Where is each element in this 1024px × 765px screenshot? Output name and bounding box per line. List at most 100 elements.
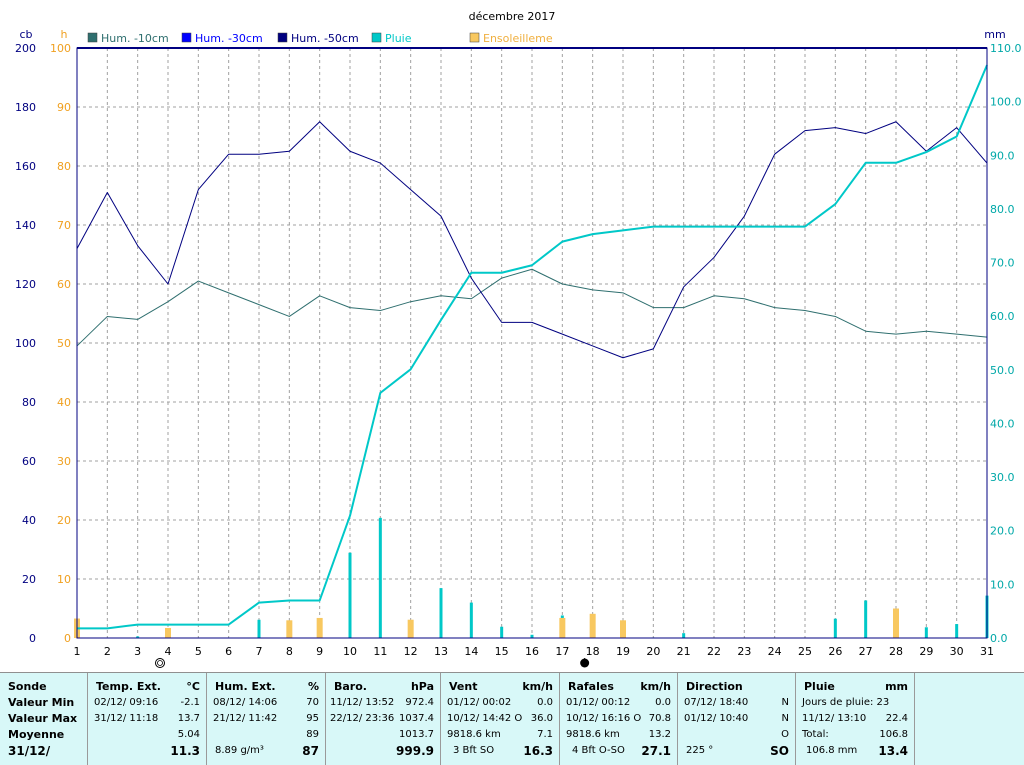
tick-label-cb: 60 (22, 455, 36, 468)
col-empty (914, 673, 1024, 765)
tick-label-x: 12 (404, 645, 418, 658)
rain-bar (864, 600, 868, 638)
temp-max-date: 31/12/ 11:18 (94, 713, 159, 724)
legend-swatch (87, 32, 98, 43)
vent-current-value: 16.3 (523, 744, 553, 758)
sunshine-bar (316, 617, 323, 638)
tick-label-mm: 40.0 (990, 417, 1015, 430)
tick-label-cb: 20 (22, 573, 36, 586)
tick-label-x: 1 (74, 645, 81, 658)
hum-header: Hum. Ext. (215, 680, 276, 693)
rain-bar (439, 588, 443, 638)
col-vent: Vent km/h 01/12/ 00:02 0.0 10/12/ 14:42 O 3… (440, 673, 559, 765)
tick-label-x: 7 (256, 645, 263, 658)
tick-label-mm: 0.0 (990, 632, 1008, 645)
rain-bar (924, 627, 928, 638)
legend-label: Pluie (385, 32, 412, 45)
rain-bar (348, 552, 352, 638)
rafales-beaufort: 4 Bft O-SO (572, 745, 625, 756)
tick-label-h: 90 (57, 101, 71, 114)
hum-unit: % (307, 680, 319, 693)
left-unit-h: h (61, 28, 68, 41)
direction-header: Direction (686, 680, 743, 693)
tick-label-mm: 10.0 (990, 578, 1015, 591)
tick-label-mm: 80.0 (990, 203, 1015, 216)
sunshine-bar (620, 620, 626, 638)
rafales-header: Rafales (568, 680, 614, 693)
pluie-max-date: 11/12/ 13:10 (802, 713, 867, 724)
legend-label: Hum. -50cm (291, 32, 359, 45)
pluie-total-value: 106.8 (879, 729, 908, 740)
first-quarter-moon-inner (157, 660, 163, 666)
tick-label-x: 6 (225, 645, 232, 658)
tick-label-x: 16 (525, 645, 539, 658)
tick-label-x: 17 (555, 645, 569, 658)
hum-avg-value: 89 (306, 729, 319, 740)
tick-label-cb: 180 (15, 101, 36, 114)
pluie-current-value: 13.4 (878, 744, 908, 758)
baro-avg-value: 1013.7 (399, 729, 434, 740)
tick-label-h: 50 (57, 337, 71, 350)
temp-min-value: -2.1 (180, 697, 200, 708)
legend-label: Ensoleilleme (483, 32, 553, 45)
rafales-max-value: 70.8 (648, 713, 671, 724)
temp-min-date: 02/12/ 09:16 (94, 697, 159, 708)
rafales-min-value: 0.0 (655, 697, 671, 708)
sunshine-bar (165, 627, 171, 638)
direction-min-value: N (781, 697, 789, 708)
axes: 0204060801001201401601802000102030405060… (15, 42, 1022, 668)
tick-label-cb: 0 (29, 632, 36, 645)
tick-label-x: 27 (859, 645, 873, 658)
tick-label-h: 60 (57, 278, 71, 291)
direction-max-value: N (781, 713, 789, 724)
temp-max-value: 13.7 (177, 713, 200, 724)
sunshine-bar (407, 619, 414, 638)
line-pluie-cumul (77, 64, 988, 630)
tick-label-x: 10 (343, 645, 357, 658)
vent-min-value: 0.0 (537, 697, 553, 708)
pluie-month-total: 106.8 mm (806, 745, 858, 756)
vent-header: Vent (449, 680, 478, 693)
baro-header: Baro. (334, 680, 367, 693)
hum-max-date: 21/12/ 11:42 (213, 713, 278, 724)
tick-label-mm: 30.0 (990, 471, 1015, 484)
tick-label-x: 8 (286, 645, 293, 658)
rain-bar (955, 624, 959, 638)
tick-label-mm: 110.0 (990, 42, 1022, 55)
right-unit-mm: mm (984, 28, 1005, 41)
tick-label-cb: 160 (15, 160, 36, 173)
tick-label-x: 23 (737, 645, 751, 658)
hum-max-value: 95 (306, 713, 319, 724)
tick-label-h: 100 (50, 42, 71, 55)
tick-label-x: 24 (768, 645, 782, 658)
col-direction: Direction 07/12/ 18:40 N 01/12/ 10:40 N O … (677, 673, 795, 765)
tick-label-h: 10 (57, 573, 71, 586)
tick-label-mm: 20.0 (990, 525, 1015, 538)
hum-min-value: 70 (306, 697, 319, 708)
rafales-unit: km/h (640, 680, 671, 693)
left-unit-cb: cb (19, 28, 32, 41)
col-rafales: Rafales km/h 01/12/ 00:12 0.0 10/12/ 16:16… (559, 673, 677, 765)
temp-unit: °C (186, 680, 200, 693)
legend-swatch (277, 32, 288, 43)
rafales-distance: 9818.6 km (566, 729, 620, 740)
direction-avg-value: O (781, 729, 789, 740)
direction-current-value: SO (770, 744, 789, 758)
tick-label-x: 3 (134, 645, 141, 658)
col-pluie: Pluie mm Jours de pluie: 23 11/12/ 13:10 2… (795, 673, 914, 765)
direction-degrees: 225 ° (686, 745, 714, 756)
legend-swatch (371, 32, 382, 43)
sonde-min-label: Valeur Min (8, 696, 75, 709)
rain-bar (257, 619, 261, 638)
rain-bar (833, 618, 837, 638)
rain-bar (469, 602, 473, 638)
tick-label-x: 26 (828, 645, 842, 658)
vent-unit: km/h (522, 680, 553, 693)
tick-label-x: 19 (616, 645, 630, 658)
new-moon-icon (580, 658, 590, 668)
vent-distance: 9818.6 km (447, 729, 501, 740)
col-sonde: Sonde Valeur Min Valeur Max Moyenne 31/1… (0, 673, 86, 765)
tick-label-x: 31 (980, 645, 994, 658)
baro-min-date: 11/12/ 13:52 (330, 697, 395, 708)
hum-abs-humidity: 8.89 g/m³ (215, 745, 264, 756)
